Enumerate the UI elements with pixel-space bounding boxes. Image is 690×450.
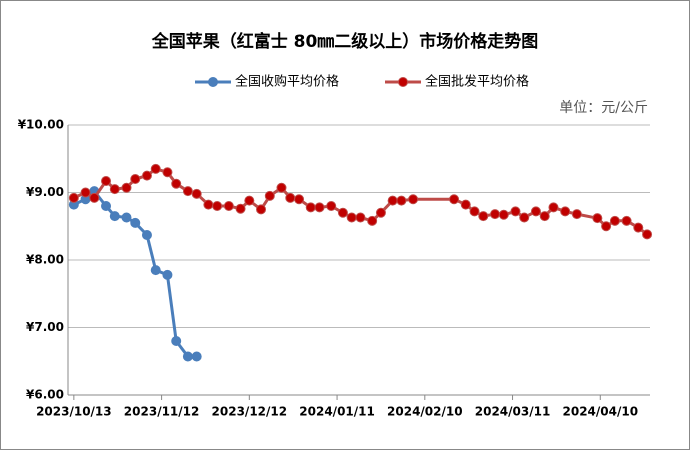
data-point bbox=[408, 194, 419, 205]
legend-marker bbox=[208, 77, 218, 87]
data-point bbox=[601, 221, 612, 232]
y-tick-label: ¥7.00 bbox=[26, 320, 64, 334]
y-tick-label: ¥10.00 bbox=[18, 118, 64, 132]
data-point bbox=[150, 265, 161, 276]
data-point bbox=[191, 188, 202, 199]
data-point bbox=[548, 202, 559, 213]
data-point bbox=[276, 182, 287, 193]
data-point bbox=[449, 194, 460, 205]
data-point bbox=[109, 184, 120, 195]
data-point bbox=[387, 195, 398, 206]
data-point bbox=[191, 351, 202, 362]
data-point bbox=[182, 186, 193, 197]
data-point bbox=[256, 204, 267, 215]
x-tick-label: 2023/10/13 bbox=[36, 405, 112, 419]
data-point bbox=[346, 212, 357, 223]
data-point bbox=[101, 201, 112, 211]
data-point bbox=[460, 199, 471, 210]
data-point bbox=[264, 190, 275, 201]
legend-label: 全国批发平均价格 bbox=[425, 74, 529, 90]
data-point bbox=[141, 230, 152, 241]
data-point bbox=[68, 192, 79, 203]
data-point bbox=[489, 209, 500, 220]
data-point bbox=[396, 195, 407, 206]
data-point bbox=[560, 206, 571, 217]
data-point bbox=[223, 201, 234, 211]
x-tick-label: 2024/04/10 bbox=[563, 405, 639, 419]
y-tick-label: ¥8.00 bbox=[26, 253, 64, 267]
legend-marker bbox=[398, 77, 408, 87]
data-point bbox=[294, 194, 305, 205]
legend-label: 全国收购平均价格 bbox=[235, 74, 339, 90]
data-point bbox=[235, 203, 246, 214]
data-point bbox=[609, 215, 620, 226]
data-point bbox=[121, 182, 132, 193]
data-point bbox=[367, 215, 378, 226]
data-point bbox=[642, 229, 653, 240]
data-point bbox=[510, 206, 521, 217]
y-tick-label: ¥9.00 bbox=[26, 185, 64, 199]
data-point bbox=[469, 206, 480, 217]
data-point bbox=[109, 211, 120, 222]
data-point bbox=[162, 167, 173, 178]
data-point bbox=[171, 336, 182, 346]
data-point bbox=[141, 170, 152, 181]
data-point bbox=[150, 163, 161, 174]
data-point bbox=[244, 195, 255, 206]
data-point bbox=[592, 213, 603, 224]
data-point bbox=[130, 174, 141, 184]
x-tick-label: 2024/02/10 bbox=[387, 405, 463, 419]
y-tick-label: ¥6.00 bbox=[26, 388, 64, 402]
data-point bbox=[355, 212, 366, 223]
data-point bbox=[326, 201, 337, 211]
data-point bbox=[633, 222, 644, 233]
unit-note: 单位：元/公斤 bbox=[559, 100, 648, 116]
data-point bbox=[530, 206, 541, 217]
chart-title: 全国苹果（红富士 80㎜二级以上）市场价格走势图 bbox=[151, 31, 539, 52]
data-point bbox=[539, 211, 550, 222]
data-point bbox=[130, 217, 141, 228]
data-point bbox=[571, 209, 582, 220]
data-point bbox=[89, 192, 100, 203]
data-point bbox=[171, 178, 182, 189]
data-point bbox=[80, 187, 91, 198]
data-point bbox=[121, 212, 132, 223]
data-point bbox=[621, 215, 632, 226]
data-point bbox=[498, 209, 509, 220]
data-point bbox=[162, 269, 173, 280]
x-tick-label: 2024/01/11 bbox=[299, 405, 375, 419]
data-point bbox=[478, 211, 489, 222]
data-point bbox=[203, 199, 214, 210]
data-point bbox=[101, 176, 112, 187]
data-point bbox=[314, 202, 325, 213]
data-point bbox=[285, 192, 296, 203]
x-tick-label: 2023/11/12 bbox=[124, 405, 200, 419]
data-point bbox=[337, 207, 348, 218]
x-tick-label: 2023/12/12 bbox=[212, 405, 288, 419]
data-point bbox=[519, 212, 530, 223]
data-point bbox=[375, 207, 386, 218]
data-point bbox=[212, 201, 223, 211]
data-point bbox=[305, 202, 316, 213]
x-tick-label: 2024/03/11 bbox=[475, 405, 551, 419]
data-point bbox=[182, 351, 193, 362]
